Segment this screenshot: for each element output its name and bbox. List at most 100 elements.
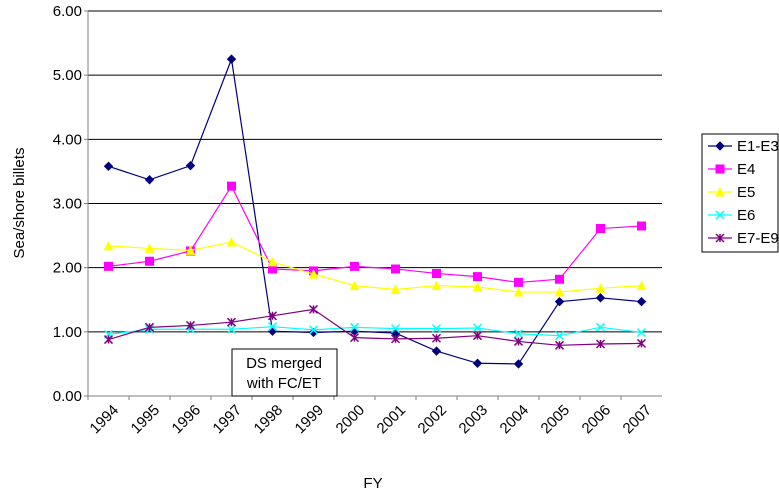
x-tick-label: 1995 — [128, 402, 164, 438]
legend-box — [701, 133, 779, 253]
marker — [308, 268, 319, 279]
marker — [513, 336, 524, 346]
annotation: with FC/ET — [246, 375, 321, 392]
marker — [715, 233, 725, 243]
y-tick-label: 0.00 — [53, 388, 82, 405]
marker — [226, 324, 237, 334]
marker — [595, 322, 606, 332]
marker — [349, 280, 360, 291]
marker — [595, 293, 606, 303]
x-tick-label: 2006 — [579, 402, 615, 438]
marker — [554, 286, 565, 297]
marker — [513, 359, 524, 369]
marker — [472, 331, 483, 341]
x-tick-label: 1997 — [210, 402, 246, 438]
marker — [350, 261, 359, 271]
marker — [514, 277, 523, 287]
marker — [715, 141, 725, 151]
marker — [636, 296, 647, 307]
y-tick-label: 3.00 — [53, 196, 82, 213]
x-axis-title: FY — [363, 475, 382, 492]
series-line — [108, 326, 642, 337]
marker — [390, 334, 401, 344]
x-tick-label: 1998 — [251, 402, 287, 438]
x-tick-label: 2007 — [620, 402, 656, 438]
marker — [636, 327, 647, 338]
series-line — [108, 308, 642, 346]
x-tick-label: 1999 — [292, 402, 328, 438]
marker — [103, 161, 114, 171]
marker — [267, 322, 278, 332]
marker — [472, 281, 483, 292]
marker — [185, 320, 196, 330]
y-axis-title: Sea/shore billets — [11, 148, 28, 259]
marker — [308, 325, 319, 335]
marker — [513, 286, 524, 297]
marker — [390, 324, 401, 334]
annotation-box — [231, 348, 338, 397]
series-line — [108, 241, 642, 293]
marker — [144, 243, 155, 253]
marker — [636, 280, 647, 291]
marker — [103, 335, 114, 345]
x-tick-label: 2001 — [374, 402, 410, 438]
y-tick-label: 1.00 — [53, 324, 82, 341]
marker — [636, 338, 647, 348]
marker — [226, 236, 237, 247]
series-line — [108, 56, 642, 365]
series-line — [108, 184, 642, 284]
marker — [390, 284, 401, 294]
x-tick-label: 2004 — [497, 402, 533, 438]
marker — [595, 339, 606, 349]
marker — [267, 311, 278, 321]
marker — [637, 221, 646, 231]
legend-label: E6 — [737, 207, 755, 224]
marker — [267, 326, 278, 336]
marker — [226, 54, 237, 64]
legend-label: E5 — [737, 184, 755, 201]
marker — [103, 240, 114, 251]
marker — [391, 264, 400, 274]
x-tick-label: 2002 — [415, 402, 451, 438]
annotation: DS merged — [246, 355, 322, 372]
marker — [554, 340, 565, 350]
x-tick-label: 2005 — [538, 402, 574, 438]
marker — [513, 329, 524, 339]
marker — [227, 181, 236, 191]
marker — [554, 296, 565, 307]
marker — [432, 268, 441, 278]
y-tick-label: 4.00 — [53, 131, 82, 148]
marker — [555, 274, 564, 284]
marker — [349, 333, 360, 343]
marker — [308, 327, 319, 338]
marker — [715, 164, 725, 174]
marker — [473, 272, 482, 282]
x-tick-label: 1994 — [87, 402, 123, 438]
y-tick-label: 5.00 — [53, 67, 82, 84]
marker — [308, 304, 319, 314]
x-tick-label: 2000 — [333, 402, 369, 438]
marker — [104, 261, 113, 271]
marker — [431, 324, 442, 334]
marker — [431, 280, 442, 291]
legend-label: E4 — [737, 161, 755, 178]
marker — [554, 331, 565, 341]
marker — [185, 245, 196, 255]
marker — [595, 283, 606, 293]
marker — [596, 224, 605, 234]
y-tick-label: 2.00 — [53, 260, 82, 277]
marker — [472, 323, 483, 333]
marker — [226, 317, 237, 327]
legend-label: E1-E3 — [737, 138, 779, 155]
marker — [144, 322, 155, 332]
marker — [715, 186, 725, 197]
legend-label: E7-E9 — [737, 230, 779, 247]
marker — [715, 210, 725, 220]
marker — [431, 346, 442, 356]
x-tick-label: 2003 — [456, 402, 492, 438]
y-tick-label: 6.00 — [53, 3, 82, 20]
marker — [144, 175, 155, 185]
marker — [145, 256, 154, 266]
marker — [267, 256, 278, 267]
